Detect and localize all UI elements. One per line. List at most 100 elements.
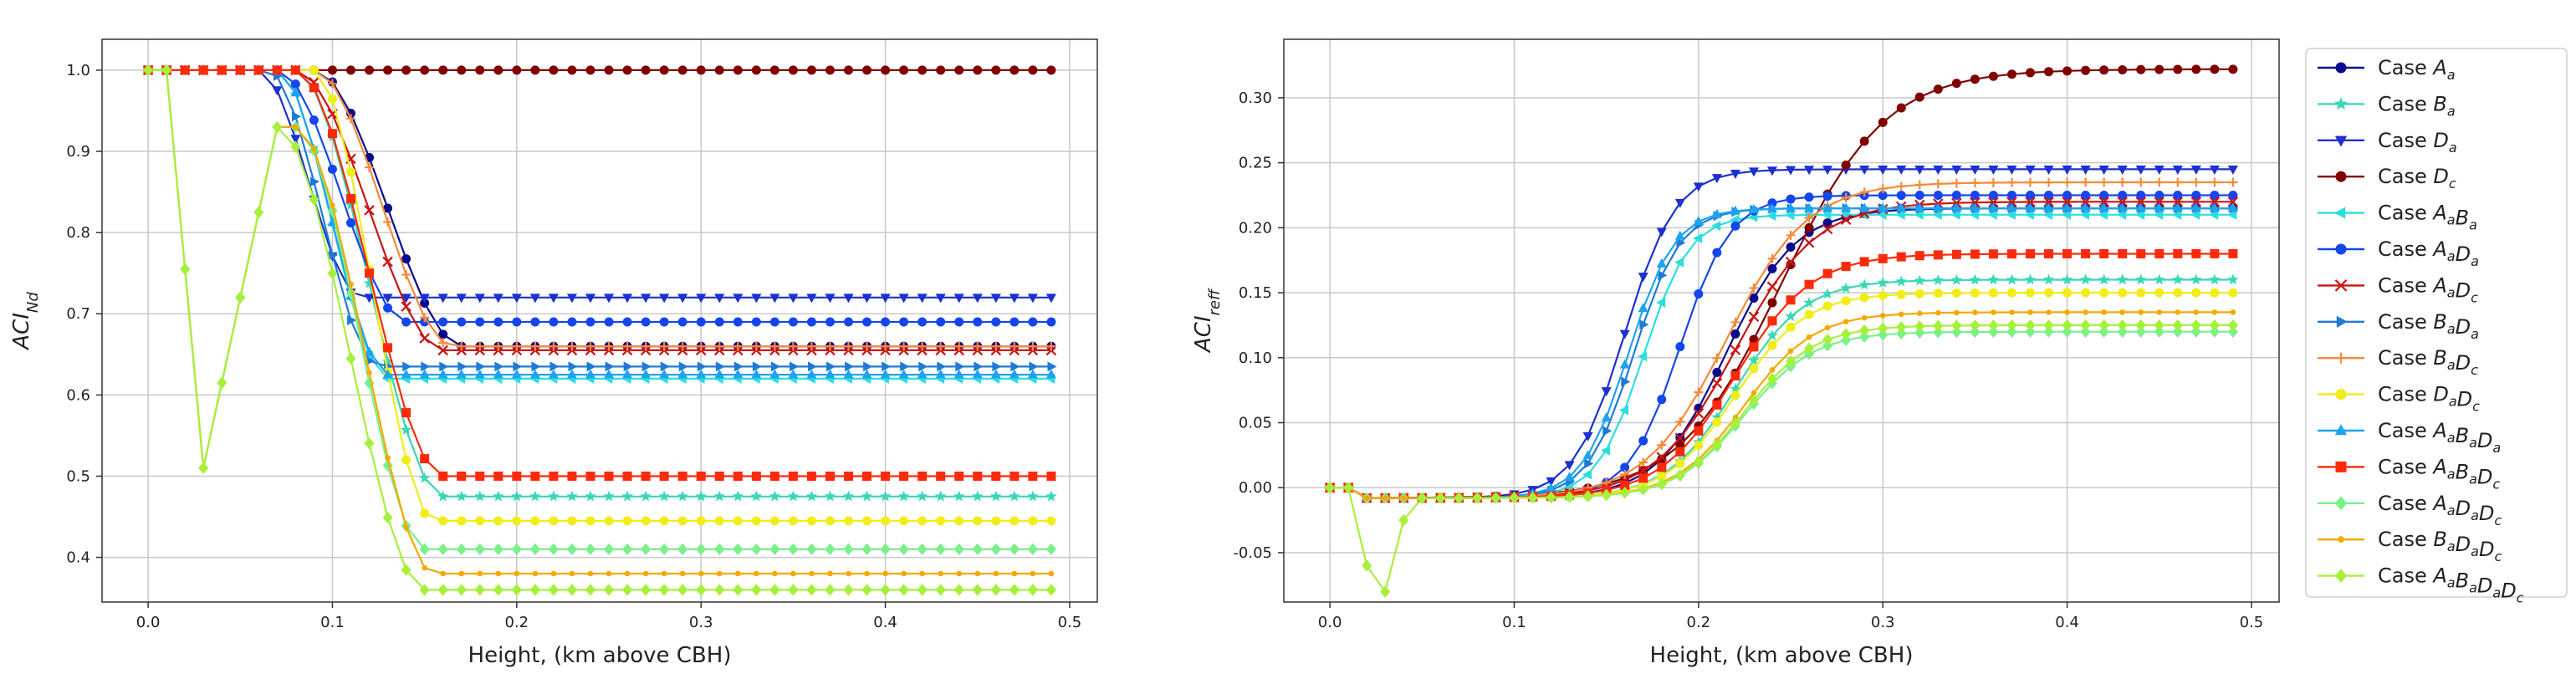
left-point-badadc xyxy=(809,570,815,577)
right-point-badadc xyxy=(2009,309,2015,315)
right-point-aa xyxy=(1712,367,1722,377)
left-point-aabadadc xyxy=(880,584,891,596)
right-ytick-label: 0.00 xyxy=(1239,479,1272,497)
right-point-dadc xyxy=(1914,288,1924,299)
left-point-da xyxy=(272,86,283,96)
right-point-ba xyxy=(1969,273,1981,285)
left-point-ba xyxy=(621,490,633,502)
left-point-aadadc xyxy=(696,543,707,556)
left-point-badc xyxy=(622,341,632,351)
left-point-aadadc xyxy=(751,543,762,556)
right-point-aaba xyxy=(1563,482,1573,493)
right-point-badc xyxy=(1804,213,1814,223)
right-point-aabadc xyxy=(2154,248,2165,258)
left-point-bada xyxy=(752,361,762,372)
right-point-aabadc xyxy=(1914,251,1924,261)
right-point-aaba xyxy=(2024,209,2034,220)
left-point-aada xyxy=(844,317,853,327)
left-point-aabada xyxy=(825,369,836,379)
left-xtick-label: 0.4 xyxy=(873,614,897,631)
left-line-aadadc xyxy=(148,69,1051,550)
right-point-aabada xyxy=(1601,412,1612,422)
left-point-aabadadc xyxy=(806,584,817,596)
left-ytick-label: 0.4 xyxy=(66,549,90,567)
left-point-badadc xyxy=(514,570,520,577)
left-point-aabadadc xyxy=(972,584,983,596)
legend-item-aabadadc: Case AaBaDaDc xyxy=(2318,564,2524,606)
left-point-aada xyxy=(862,317,872,327)
left-point-aabadc xyxy=(512,471,522,481)
left-point-dc xyxy=(530,65,540,75)
right-point-aabadadc xyxy=(1951,319,1962,332)
left-point-aabadc xyxy=(198,65,208,75)
left-point-aabadc xyxy=(401,408,411,418)
right-point-dadc xyxy=(2026,288,2035,298)
left-point-da xyxy=(382,293,393,304)
right-point-aa xyxy=(1730,329,1740,339)
legend-label: Case AaDa xyxy=(2378,237,2479,269)
right-point-aaba xyxy=(1950,209,1960,220)
right-point-aaba xyxy=(1601,445,1611,456)
left-point-aabadc xyxy=(936,471,946,481)
left-point-dc xyxy=(420,65,430,75)
right-ytick-label: 0.20 xyxy=(1239,219,1272,237)
left-point-aabadc xyxy=(438,471,448,481)
left-point-aada xyxy=(457,317,467,327)
right-point-aabadadc xyxy=(1674,468,1685,482)
left-point-aabadc xyxy=(733,471,743,481)
right-point-dc xyxy=(2118,64,2128,74)
right-point-aadadc xyxy=(2117,325,2128,338)
right-point-da xyxy=(1656,227,1667,237)
legend-item-bada: Case BaDa xyxy=(2318,310,2479,342)
right-point-badadc xyxy=(2230,309,2236,315)
left-point-da xyxy=(769,293,780,304)
right-point-aabadadc xyxy=(1435,492,1446,504)
right-point-aaba xyxy=(2227,209,2237,220)
right-point-ba xyxy=(1914,274,1926,286)
left-point-aadadc xyxy=(529,543,540,556)
left-point-aabadadc xyxy=(788,584,799,596)
left-point-aabadadc xyxy=(419,584,430,596)
legend-label: Case AaDaDc xyxy=(2378,492,2502,528)
right-point-ba xyxy=(2061,273,2073,285)
left-point-aabadadc xyxy=(456,584,467,596)
left-point-badadc xyxy=(642,570,649,577)
right-point-aadc xyxy=(1693,407,1705,419)
right-point-dadc xyxy=(2154,288,2165,298)
right-point-ba xyxy=(2042,273,2055,285)
right-point-badc xyxy=(2099,177,2109,187)
right-point-aaba xyxy=(1822,209,1832,220)
left-point-ba xyxy=(897,490,910,502)
left-point-dc xyxy=(327,65,337,75)
left-point-aabadadc xyxy=(493,584,503,596)
left-point-dadc xyxy=(1009,516,1020,526)
right-point-badadc xyxy=(2138,309,2144,315)
left-point-da xyxy=(788,293,799,304)
right-point-dadc xyxy=(1822,301,1832,311)
left-point-aabada xyxy=(769,369,780,379)
right-point-dc xyxy=(2173,64,2183,74)
left-point-badc xyxy=(438,338,448,348)
right-point-dadc xyxy=(1712,417,1722,427)
left-point-badadc xyxy=(532,570,539,577)
right-point-aabadadc xyxy=(1564,491,1575,503)
left-point-dadc xyxy=(309,65,319,75)
right-point-dadc xyxy=(1675,458,1685,468)
right-point-aabada xyxy=(2117,202,2128,212)
right-ytick-label: 0.30 xyxy=(1239,89,1272,107)
right-point-aadadc xyxy=(2209,325,2220,338)
right-point-da xyxy=(1711,174,1722,184)
legend-label: Case AaBaDaDc xyxy=(2378,564,2524,606)
left-point-aabadc xyxy=(383,343,393,353)
right-point-ba xyxy=(2098,273,2110,285)
left-point-dc xyxy=(844,65,853,75)
right-point-aabadadc xyxy=(2117,319,2128,332)
left-point-aabadadc xyxy=(161,64,172,77)
left-point-badc xyxy=(567,341,577,351)
left-point-badc xyxy=(881,341,891,351)
left-point-bada xyxy=(531,361,541,372)
right-point-badc xyxy=(2228,177,2238,187)
left-point-aabadc xyxy=(604,471,614,481)
left-point-bada xyxy=(660,361,670,372)
left-point-dc xyxy=(973,65,983,75)
